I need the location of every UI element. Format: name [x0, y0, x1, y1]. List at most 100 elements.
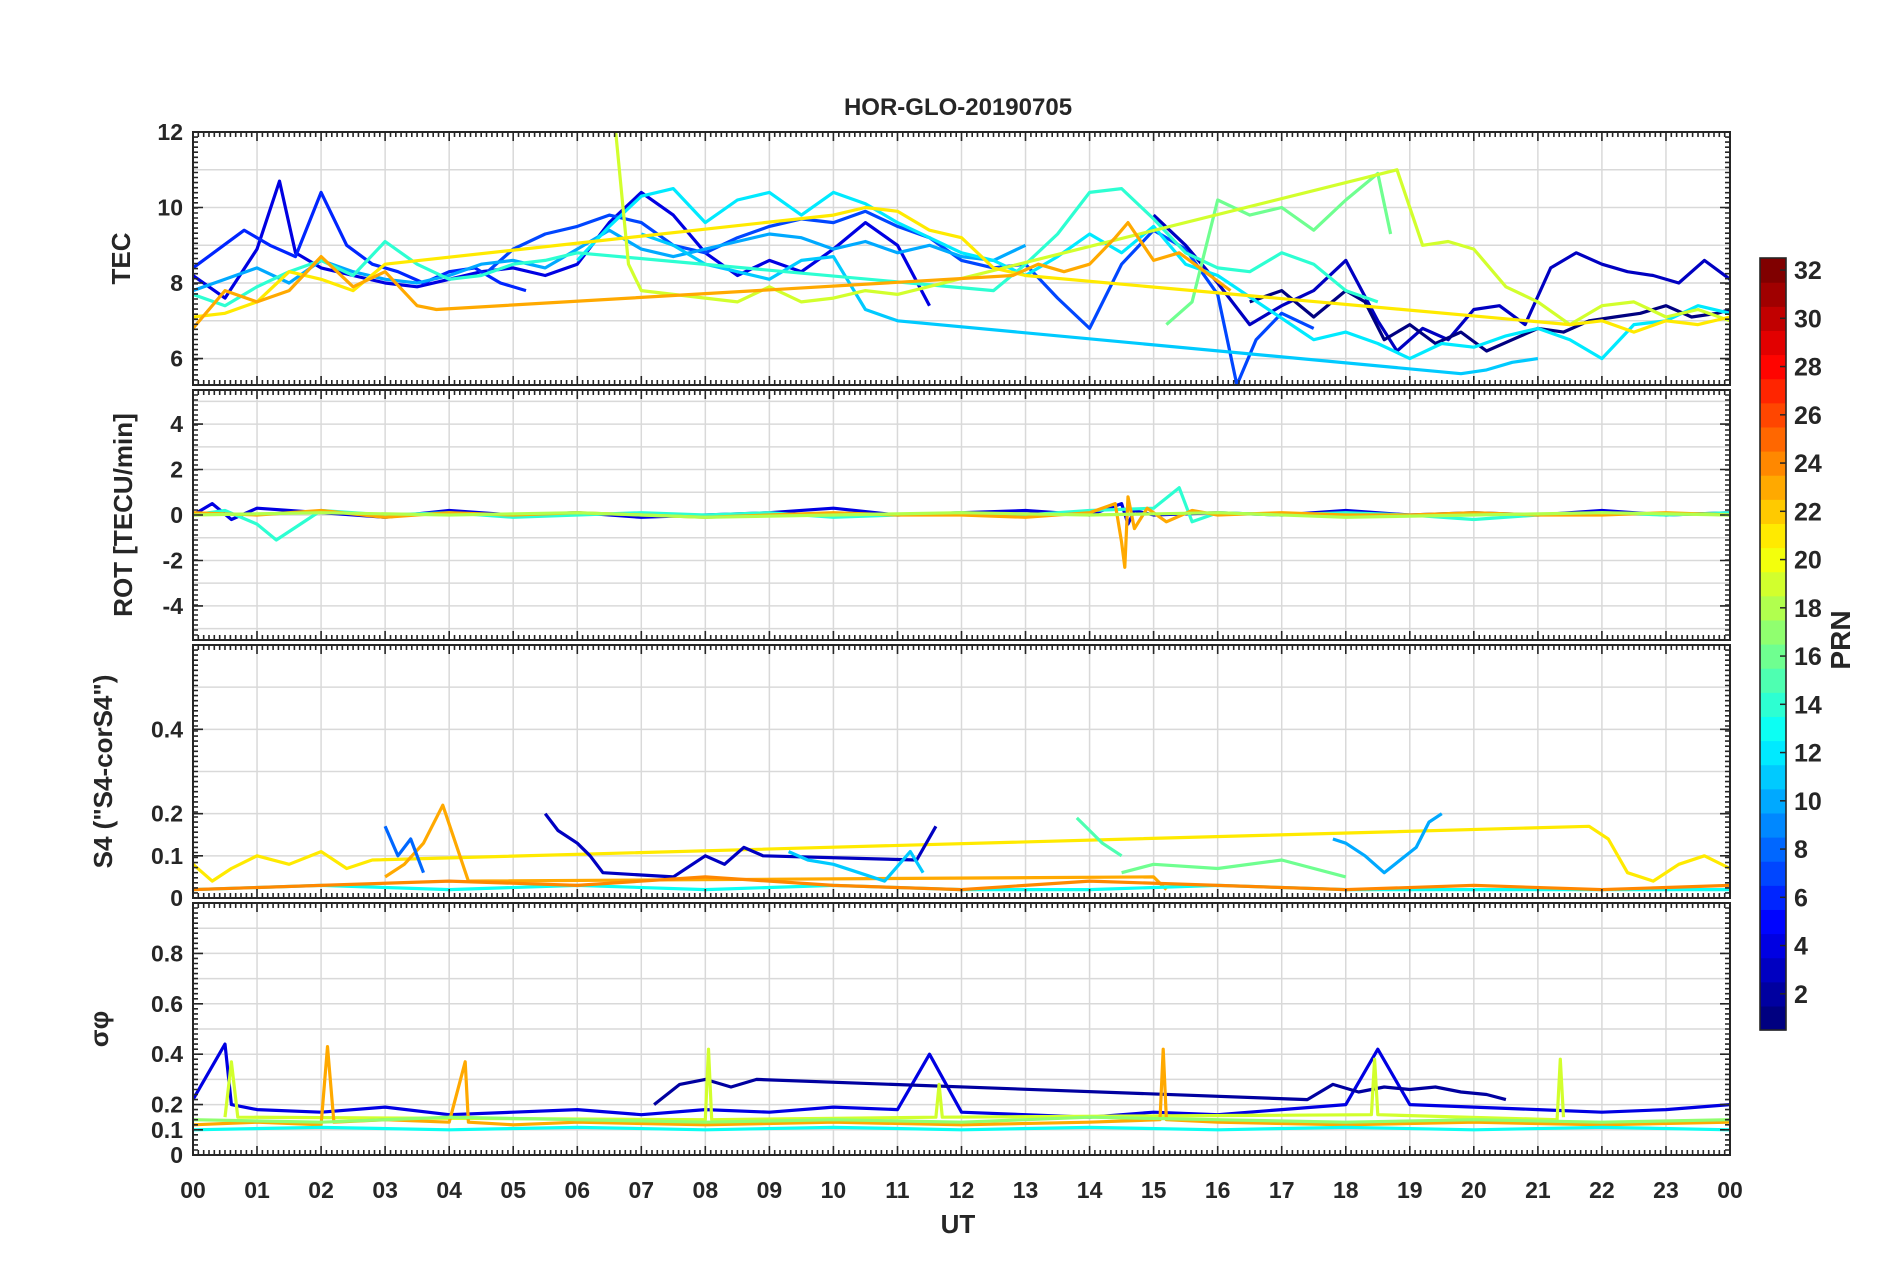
x-axis-label: UT	[941, 1209, 976, 1239]
series-line-prn-10	[1332, 812, 1443, 875]
series-line-prn-13	[193, 1125, 1730, 1132]
colorbar-segment	[1760, 330, 1786, 356]
series-line-prn-16	[1121, 858, 1347, 879]
series-line-prn-3	[1152, 213, 1730, 353]
y-tick-label: 6	[170, 346, 183, 372]
y-tick-label: 0.4	[151, 1041, 183, 1067]
y-tick-label: 0.1	[151, 1117, 183, 1143]
colorbar-segment	[1760, 426, 1786, 452]
x-tick-label: 12	[949, 1177, 975, 1203]
x-tick-label: 06	[564, 1177, 590, 1203]
colorbar-segment	[1760, 764, 1786, 790]
colorbar-tick-label: 18	[1794, 595, 1822, 623]
colorbar-segment	[1760, 716, 1786, 742]
panel-rot: -4 -2 0 2 4 ROT [TECU/min]	[108, 389, 1731, 641]
x-tick-label: 07	[628, 1177, 654, 1203]
colorbar-tick-label: 20	[1794, 547, 1822, 575]
x-tick-label: 19	[1397, 1177, 1423, 1203]
y-tick-label: 0	[170, 1142, 183, 1168]
colorbar-segment	[1760, 861, 1786, 886]
series-line-prn-23	[384, 803, 1168, 891]
series-line-prn-12	[576, 187, 1730, 361]
series-line-prn-21	[193, 205, 1730, 334]
x-tick-label: 16	[1205, 1177, 1231, 1203]
series-group	[193, 486, 1730, 569]
y-axis-label-rot: ROT [TECU/min]	[108, 413, 138, 617]
x-tick-label: 00	[180, 1177, 206, 1203]
colorbar-segment	[1760, 957, 1786, 983]
y-axis-label-tec: TEC	[106, 232, 136, 284]
panel-s4: 0 0.1 0.2 0.4 S4 ("S4-corS4")	[88, 644, 1731, 911]
series-line-prn-11	[787, 850, 925, 883]
colorbar-label: PRN	[1825, 610, 1856, 669]
y-tick-label: -2	[163, 547, 183, 573]
x-tick-label: 01	[244, 1177, 270, 1203]
colorbar-tick-label: 4	[1794, 933, 1808, 961]
series-line-prn-17	[193, 1115, 1730, 1124]
colorbar-segment	[1760, 668, 1786, 693]
x-tick-label: 09	[757, 1177, 783, 1203]
series-group	[193, 1042, 1730, 1132]
x-tick-label: 23	[1653, 1177, 1679, 1203]
x-tick-label: 03	[372, 1177, 398, 1203]
x-tick-label: 17	[1269, 1177, 1295, 1203]
colorbar-segment	[1760, 812, 1786, 838]
y-tick-label: 4	[170, 411, 183, 437]
y-tick-label: 12	[157, 119, 183, 145]
series-line-prn-21	[193, 824, 1730, 883]
series-line-prn-19	[614, 132, 1730, 327]
x-tick-label: 11	[885, 1177, 910, 1203]
x-tick-label: 15	[1141, 1177, 1167, 1203]
colorbar-segment	[1760, 475, 1786, 500]
series-line-prn-18	[193, 511, 1730, 519]
panel-tec: 6 8 10 12 TEC	[106, 119, 1731, 386]
colorbar-tick-label: 16	[1794, 643, 1822, 671]
x-tick-label: 14	[1077, 1177, 1103, 1203]
colorbar-tick-label: 30	[1794, 305, 1822, 333]
colorbar-tick-label: 8	[1794, 836, 1808, 864]
colorbar-segment	[1760, 523, 1786, 549]
panel-frame	[192, 389, 1731, 641]
colorbar-frame	[1759, 257, 1787, 1031]
colorbar-segment	[1760, 282, 1786, 307]
y-tick-label: 0	[170, 502, 183, 528]
y-tick-label: 8	[170, 270, 183, 296]
y-tick-label: 10	[157, 195, 183, 221]
colorbar-segment	[1760, 1005, 1786, 1031]
colorbar-segment	[1760, 909, 1786, 935]
y-tick-label: 0.1	[151, 843, 183, 869]
series-line-prn-15	[1075, 816, 1123, 858]
y-axis-label-sigma_phi: σφ	[84, 1011, 114, 1047]
panel-sigma_phi: 00.10.2 0.4 0.6 0.8 σφ	[84, 902, 1731, 1168]
x-tick-label: 08	[693, 1177, 719, 1203]
series-line-prn-8	[383, 825, 425, 874]
colorbar-tick-label: 12	[1794, 740, 1822, 768]
series-group	[193, 132, 1730, 385]
y-tick-label: -4	[163, 593, 184, 619]
series-line-prn-4	[193, 1042, 1730, 1119]
panel-frame	[192, 644, 1731, 899]
y-tick-label: 0	[170, 885, 183, 911]
y-axis-label-s4: S4 ("S4-corS4")	[88, 675, 118, 869]
x-tick-label: 18	[1333, 1177, 1359, 1203]
x-tick-label: 21	[1525, 1177, 1551, 1203]
x-tick-label: 10	[821, 1177, 847, 1203]
x-tick-label: 20	[1461, 1177, 1487, 1203]
series-line-prn-3	[543, 812, 938, 879]
y-tick-label: 0.8	[151, 940, 183, 966]
x-tick-labels: 00 01 02 03 04 05 06 07 08 09 10 11 12 13 14 15 16 17 18 19…	[180, 1177, 1743, 1203]
y-tick-label: 0.6	[151, 991, 183, 1017]
colorbar-segment	[1760, 619, 1786, 645]
colorbar-tick-label: 28	[1794, 354, 1822, 382]
colorbar-tick-label: 10	[1794, 788, 1822, 816]
y-tick-label: 2	[170, 457, 183, 483]
y-tick-label: 0.2	[151, 1092, 183, 1118]
colorbar-tick-label: 6	[1794, 884, 1808, 912]
colorbar-tick-label: 2	[1794, 981, 1808, 1009]
x-tick-label: 13	[1013, 1177, 1039, 1203]
colorbar-segment	[1760, 571, 1786, 597]
colorbar-tick-label: 14	[1794, 691, 1822, 719]
